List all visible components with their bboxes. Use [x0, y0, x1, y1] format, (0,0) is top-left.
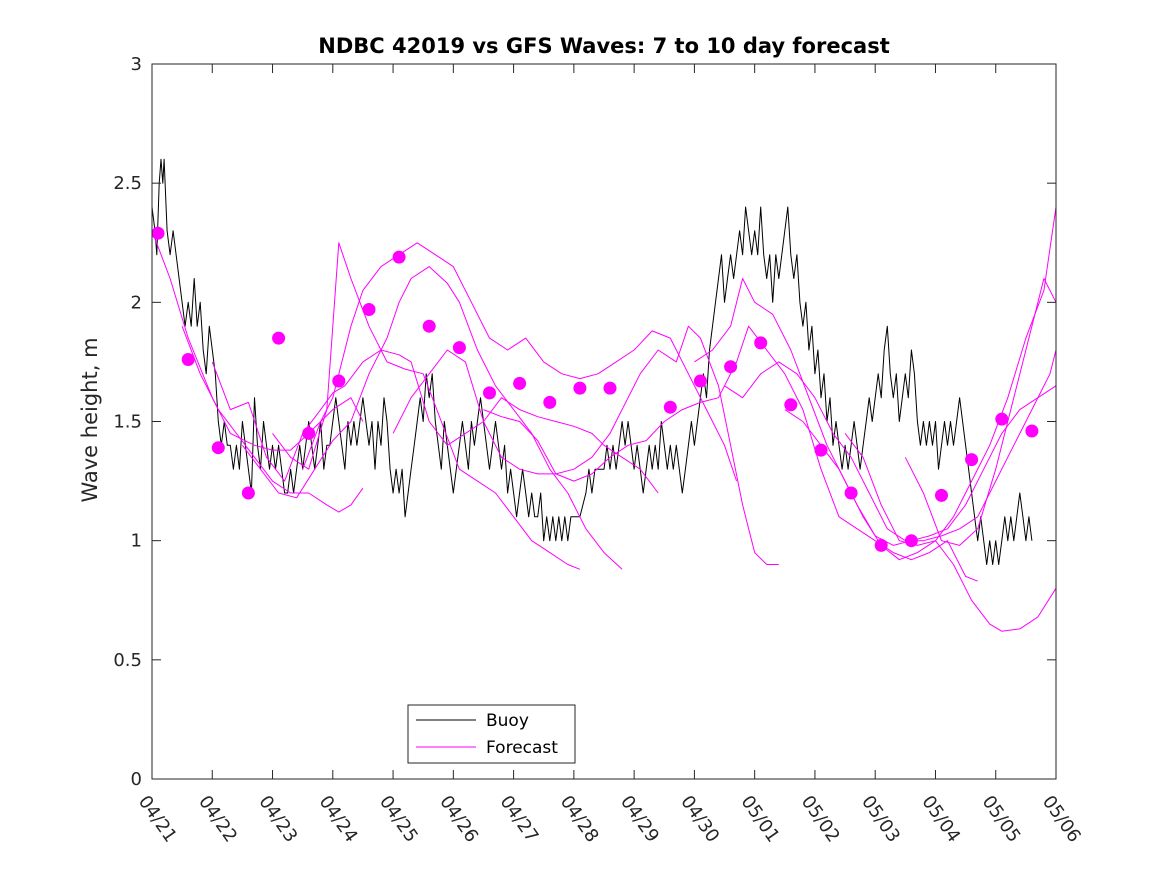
forecast-point-5: [302, 426, 316, 440]
forecast-series-line-13: [904, 278, 1057, 546]
forecast-point-21: [814, 443, 828, 457]
forecast-series-line-12: [844, 206, 1057, 546]
forecast-point-7: [362, 303, 376, 316]
forecast-point-8: [392, 250, 406, 264]
forecast-point-9: [422, 319, 436, 333]
forecast-point-18: [724, 360, 738, 374]
forecast-point-4: [272, 331, 286, 345]
forecast-point-15: [603, 381, 617, 395]
forecast-series-line-11: [784, 385, 1057, 546]
forecast-point-26: [965, 453, 979, 467]
forecast-series-line-2: [181, 326, 364, 513]
forecast-point-27: [995, 412, 1009, 426]
chart-title: NDBC 42019 vs GFS Waves: 7 to 10 day for…: [318, 34, 889, 58]
forecast-point-13: [543, 395, 557, 409]
forecast-point-16: [663, 400, 677, 414]
legend-box: [407, 704, 576, 764]
y-tick-label: 3: [131, 54, 142, 75]
y-tick-label: 1.5: [113, 412, 142, 433]
forecast-point-24: [904, 534, 918, 548]
forecast-point-22: [844, 486, 858, 500]
plot-background: [152, 64, 1056, 779]
forecast-point-20: [784, 398, 798, 412]
y-tick-label: 2.5: [113, 173, 142, 194]
forecast-point-17: [693, 374, 707, 388]
legend-forecast-label: Forecast: [486, 738, 558, 758]
y-tick-label: 0.5: [113, 650, 142, 671]
y-axis-label: Wave height, m: [78, 337, 102, 502]
y-tick-label: 0: [131, 769, 142, 790]
forecast-series-line-7: [392, 325, 779, 565]
forecast-point-19: [754, 336, 768, 350]
forecast-series-line-6: [302, 242, 738, 482]
forecast-point-6: [332, 374, 346, 388]
forecast-point-0: [151, 226, 165, 240]
y-tick-label: 2: [131, 292, 142, 313]
y-tick-label: 1: [131, 531, 142, 552]
forecast-point-28: [1025, 424, 1039, 438]
legend-buoy-label: Buoy: [486, 711, 529, 731]
forecast-point-12: [513, 376, 527, 390]
forecast-point-23: [874, 538, 888, 552]
forecast-point-11: [483, 386, 496, 400]
forecast-series-line-3: [211, 349, 659, 494]
forecast-series-line-4: [242, 266, 623, 570]
forecast-point-14: [573, 381, 587, 395]
forecast-point-1: [181, 353, 195, 366]
forecast-point-10: [452, 341, 466, 355]
forecast-series-line-8: [483, 325, 978, 582]
forecast-point-25: [935, 488, 948, 502]
forecast-point-3: [241, 486, 255, 500]
legend: Buoy Forecast: [407, 704, 576, 764]
forecast-point-2: [211, 441, 225, 455]
buoy-series-line: [151, 158, 1033, 565]
